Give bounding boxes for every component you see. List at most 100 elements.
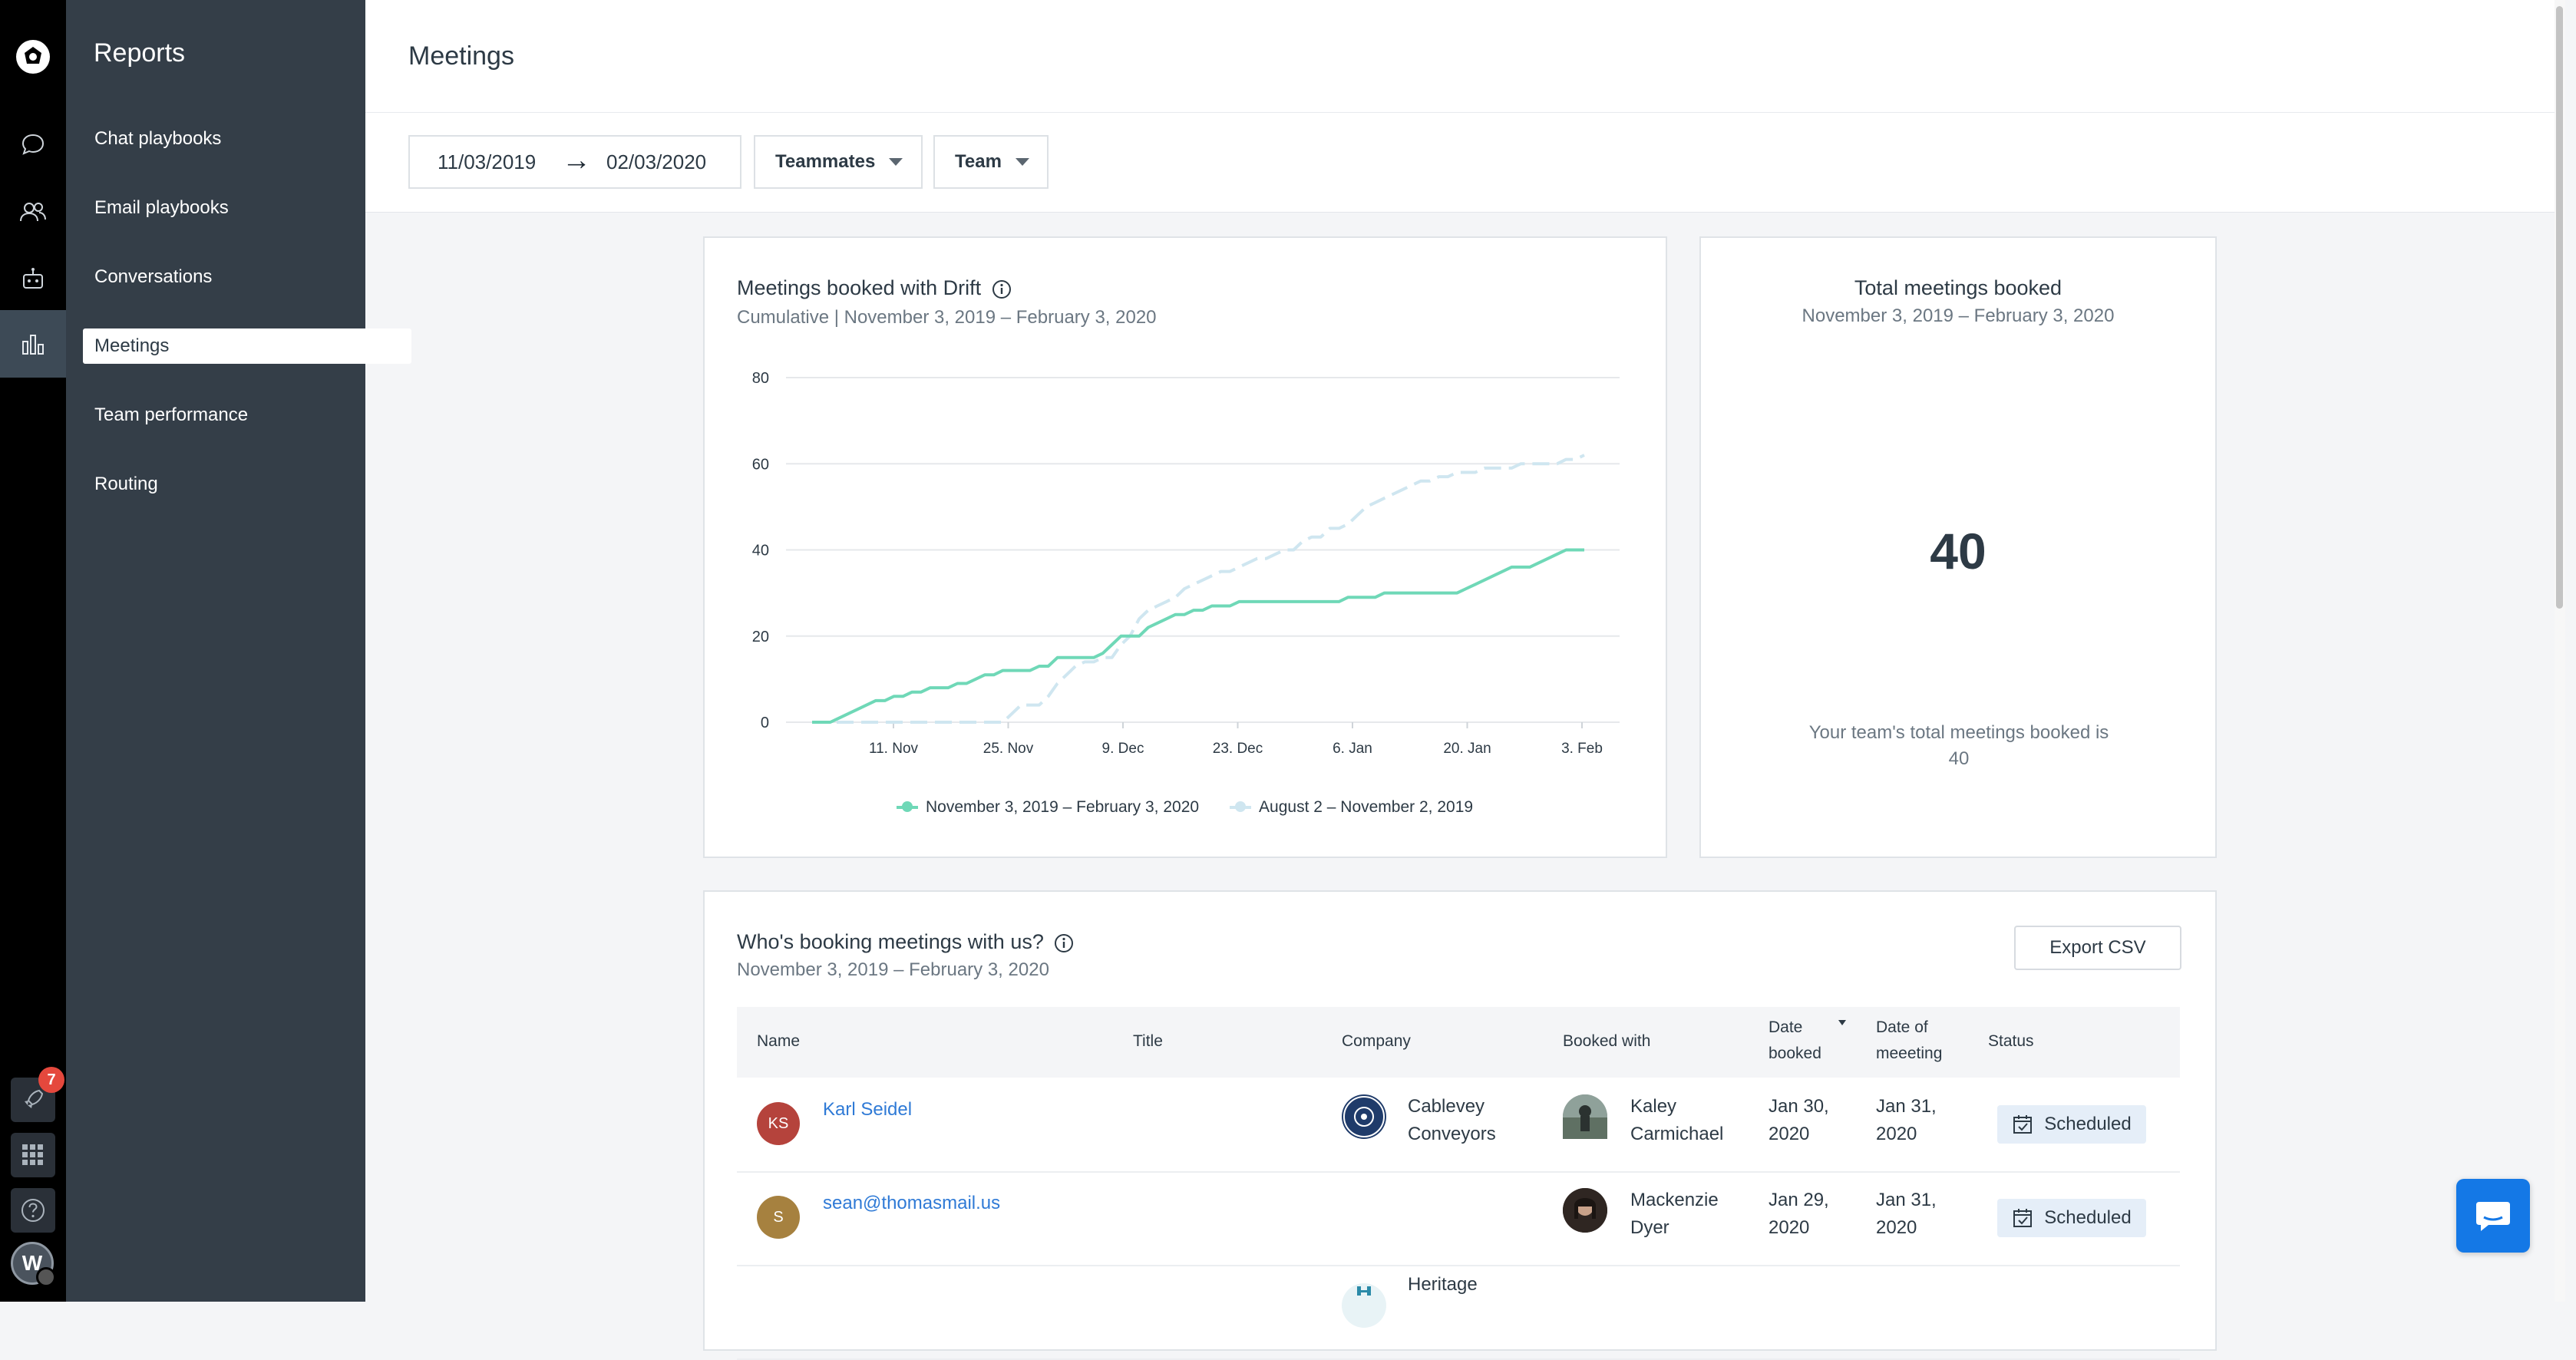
scrollbar-thumb[interactable]: [2556, 6, 2563, 609]
series-line-1: [812, 454, 1585, 724]
header-divider: [365, 112, 2565, 113]
table-card-title: Who's booking meetings with us?: [737, 930, 1074, 954]
chat-launcher-button[interactable]: [2456, 1179, 2530, 1253]
contact-name-link[interactable]: Karl Seidel: [823, 1099, 913, 1120]
date-start[interactable]: 11/03/2019: [438, 150, 537, 173]
status-label: Scheduled: [2044, 1207, 2132, 1228]
column-header-name[interactable]: Name: [757, 1032, 801, 1050]
avatar: KS: [757, 1102, 800, 1145]
date-of-meeting: Jan 31, 2020: [1876, 1096, 1937, 1144]
x-tick-label: 11. Nov: [869, 741, 919, 757]
column-header-status[interactable]: Status: [1988, 1032, 2034, 1050]
total-meetings-value: 40: [1930, 523, 1986, 579]
column-header-company[interactable]: Company: [1342, 1032, 1411, 1050]
y-tick-label: 20: [752, 629, 769, 645]
teammates-dropdown-label: Teammates: [775, 151, 876, 172]
table-row[interactable]: KS Karl Seidel Cablevey Conveyors Kaley …: [737, 1078, 2180, 1173]
caret-down-icon: [889, 158, 903, 166]
series-line-0: [812, 548, 1584, 724]
x-tick-label: 6. Jan: [1333, 741, 1372, 757]
export-csv-button[interactable]: Export CSV: [2014, 926, 2181, 970]
company-name: Heritage: [1408, 1274, 1478, 1295]
booked-with-name: Kaley Carmichael: [1630, 1096, 1724, 1144]
legend-swatch-current: [897, 801, 918, 812]
x-tick-label: 3. Feb: [1561, 741, 1603, 757]
total-meetings-card: Total meetings booked November 3, 2019 –…: [1699, 236, 2217, 858]
column-header-title[interactable]: Title: [1133, 1032, 1163, 1050]
booked-with-name: Mackenzie Dyer: [1630, 1190, 1719, 1238]
legend: November 3, 2019 – February 3, 2020 Augu…: [897, 798, 1473, 817]
chart-card-subtitle: Cumulative | November 3, 2019 – February…: [737, 307, 1157, 328]
booked-with-avatar: [1563, 1094, 1607, 1139]
drift-logo-icon[interactable]: [16, 40, 50, 74]
table-row[interactable]: S sean@thomasmail.us Mackenzie Dyer Jan …: [737, 1171, 2180, 1266]
y-tick-label: 80: [752, 370, 769, 387]
sidebar-item-chat-playbooks[interactable]: Chat playbooks: [94, 128, 222, 149]
legend-label-previous: August 2 – November 2, 2019: [1259, 798, 1474, 816]
reports-icon[interactable]: [0, 310, 66, 378]
sidebar-item-conversations[interactable]: Conversations: [94, 266, 213, 287]
x-tick-label: 9. Dec: [1102, 741, 1144, 757]
arrow-right-icon: →: [562, 144, 591, 177]
legend-item-previous[interactable]: August 2 – November 2, 2019: [1230, 798, 1473, 817]
column-header-booked-with[interactable]: Booked with: [1563, 1032, 1651, 1050]
status-badge[interactable]: Scheduled: [1997, 1105, 2146, 1144]
chat-bubble-icon: [2476, 1202, 2510, 1231]
sidebar-item-routing[interactable]: Routing: [94, 474, 158, 494]
meetings-chart-card: Meetings booked with Drift Cumulative | …: [703, 236, 1667, 858]
table-row[interactable]: Heritage: [737, 1265, 2180, 1360]
table-card-title-text: Who's booking meetings with us?: [737, 930, 1044, 953]
sidebar-item-team-performance[interactable]: Team performance: [94, 404, 249, 425]
total-card-footer: Your team's total meetings booked is 40: [1808, 722, 2109, 769]
sort-desc-icon[interactable]: [1838, 1019, 1847, 1027]
calendar-check-icon: [2013, 1115, 2033, 1134]
sidebar-item-meetings[interactable]: Meetings: [83, 328, 411, 364]
company-name: Cablevey Conveyors: [1408, 1096, 1496, 1144]
user-avatar[interactable]: W: [11, 1242, 56, 1287]
legend-swatch-previous: [1230, 801, 1252, 812]
legend-label-current: November 3, 2019 – February 3, 2020: [926, 798, 1200, 816]
page-scrollbar[interactable]: [2555, 0, 2565, 1302]
y-tick-label: 0: [761, 715, 769, 731]
legend-item-current[interactable]: November 3, 2019 – February 3, 2020: [897, 798, 1199, 817]
status-dot: [36, 1267, 56, 1287]
contact-name-link[interactable]: sean@thomasmail.us: [823, 1193, 1001, 1213]
booked-with-avatar: [1563, 1188, 1607, 1233]
conversations-icon[interactable]: [0, 111, 66, 178]
teammates-dropdown[interactable]: Teammates: [754, 135, 923, 189]
help-icon[interactable]: [11, 1188, 55, 1233]
date-end[interactable]: 02/03/2020: [606, 150, 707, 173]
meetings-line-chart: 80 60 40 20 0 11. Nov 25. Nov 9. Dec 23. Dec 6. J…: [752, 370, 1620, 757]
contacts-icon[interactable]: [0, 178, 66, 246]
table-card-subtitle: November 3, 2019 – February 3, 2020: [737, 959, 1049, 980]
status-badge[interactable]: Scheduled: [1997, 1199, 2146, 1237]
apps-grid-icon[interactable]: [11, 1133, 55, 1177]
date-booked: Jan 30, 2020: [1769, 1096, 1829, 1144]
status-label: Scheduled: [2044, 1114, 2132, 1134]
bookers-table-card: Who's booking meetings with us? November…: [703, 890, 2217, 1360]
y-tick-label: 60: [752, 456, 769, 473]
x-tick-label: 20. Jan: [1443, 741, 1491, 757]
main-content: Meetings 11/03/2019 → 02/03/2020 Teammat…: [365, 0, 2565, 1360]
sidebar-item-email-playbooks[interactable]: Email playbooks: [94, 197, 229, 218]
chart-card-title-text: Meetings booked with Drift: [737, 276, 982, 299]
bot-icon[interactable]: [0, 246, 66, 313]
date-range-picker[interactable]: 11/03/2019 → 02/03/2020: [408, 135, 741, 189]
page-header: Meetings 11/03/2019 → 02/03/2020 Teammat…: [365, 0, 2565, 213]
info-icon[interactable]: [1054, 933, 1074, 953]
avatar: S: [757, 1196, 800, 1239]
column-header-date-booked[interactable]: Date booked: [1769, 1015, 1830, 1067]
team-dropdown[interactable]: Team: [933, 135, 1049, 189]
info-icon[interactable]: [992, 279, 1012, 299]
x-tick-label: 25. Nov: [983, 741, 1034, 757]
x-tick-label: 23. Dec: [1213, 741, 1263, 757]
notification-badge: 7: [38, 1067, 64, 1093]
calendar-check-icon: [2013, 1209, 2033, 1227]
sidebar-title: Reports: [94, 38, 186, 68]
caret-down-icon: [1015, 158, 1029, 166]
column-header-date-of-meeting[interactable]: Date of meeeting: [1876, 1018, 1943, 1062]
date-of-meeting: Jan 31, 2020: [1876, 1190, 1937, 1238]
app-rail: 7 W: [0, 0, 66, 1302]
company-logo: [1342, 1094, 1386, 1139]
page-title: Meetings: [408, 41, 514, 71]
